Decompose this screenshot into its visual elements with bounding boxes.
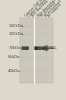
Text: Bile bacteria2: Bile bacteria2 bbox=[37, 0, 57, 18]
Text: 130kDa-: 130kDa- bbox=[8, 24, 25, 28]
Text: SKIL: SKIL bbox=[49, 46, 57, 50]
Text: 55kDa-: 55kDa- bbox=[8, 55, 22, 59]
Bar bbox=[29, 18, 32, 83]
Text: Bf tubulosa: Bf tubulosa bbox=[40, 1, 57, 18]
Text: Cancer Cell line: Cancer Cell line bbox=[24, 0, 46, 18]
Bar bbox=[45, 18, 48, 83]
Bar bbox=[20, 18, 53, 83]
FancyBboxPatch shape bbox=[46, 48, 48, 49]
FancyBboxPatch shape bbox=[26, 48, 28, 49]
Text: 100kDa-: 100kDa- bbox=[8, 32, 25, 36]
FancyBboxPatch shape bbox=[34, 46, 38, 50]
Bar bbox=[42, 18, 45, 83]
Bar bbox=[38, 18, 41, 83]
Text: Bf tubulosa2: Bf tubulosa2 bbox=[44, 0, 63, 18]
FancyBboxPatch shape bbox=[42, 48, 44, 49]
FancyBboxPatch shape bbox=[38, 46, 42, 50]
Text: Bf sample: Bf sample bbox=[47, 2, 63, 18]
Text: Chronic hepatitis: Chronic hepatitis bbox=[27, 0, 52, 18]
Text: 40kDa-: 40kDa- bbox=[8, 68, 22, 72]
Bar bbox=[25, 18, 29, 83]
Text: 70kDa-: 70kDa- bbox=[8, 46, 22, 50]
FancyBboxPatch shape bbox=[22, 46, 25, 50]
Bar bbox=[35, 18, 38, 83]
Text: Bile bacteria: Bile bacteria bbox=[31, 0, 50, 18]
FancyBboxPatch shape bbox=[42, 46, 45, 50]
Bar bbox=[22, 18, 25, 83]
FancyBboxPatch shape bbox=[35, 48, 37, 49]
FancyBboxPatch shape bbox=[45, 46, 49, 50]
FancyBboxPatch shape bbox=[25, 46, 29, 50]
FancyBboxPatch shape bbox=[22, 48, 24, 49]
FancyBboxPatch shape bbox=[39, 48, 41, 49]
